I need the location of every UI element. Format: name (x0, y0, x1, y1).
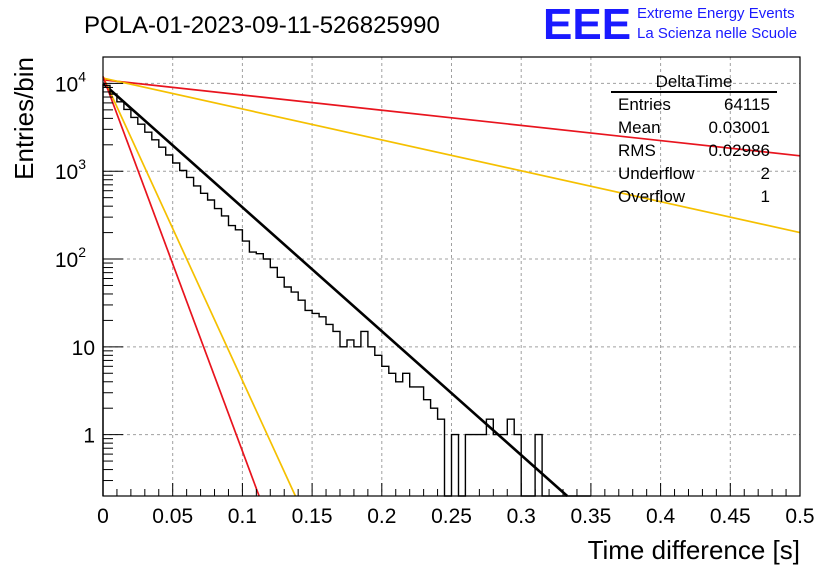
logo-letters: EEE (543, 0, 631, 49)
stats-box: DeltaTime Entries 64115 Mean 0.03001 RMS 0.02… (611, 72, 777, 206)
stats-title: DeltaTime (656, 72, 733, 91)
curve-3 (102, 76, 297, 497)
logo-line2: La Scienza nelle Scuole (637, 25, 797, 42)
chart-title: POLA-01-2023-09-11-526825990 (84, 12, 440, 39)
stats-value: 1 (761, 187, 770, 206)
curve-1 (102, 78, 801, 157)
y-axis-label: Entries/bin (9, 57, 39, 180)
stats-label: Overflow (618, 187, 686, 206)
stats-value: 64115 (724, 95, 770, 114)
x-tick-label: 0.15 (292, 505, 333, 528)
x-tick-label: 0.1 (228, 505, 257, 528)
grid-lines (103, 57, 800, 496)
x-axis-label: Time difference [s] (588, 535, 800, 565)
y-tick-label: 102 (55, 244, 86, 272)
x-tick-label: 0.05 (152, 505, 193, 528)
stats-label: RMS (618, 141, 656, 160)
stats-label: Mean (618, 118, 661, 137)
x-tick-label: 0.2 (367, 505, 396, 528)
y-tick-label: 1 (83, 425, 95, 448)
axis-ticks (102, 56, 801, 497)
x-tick-label: 0.25 (431, 505, 472, 528)
curve-4 (102, 76, 260, 497)
stats-value: 2 (761, 164, 770, 183)
stats-value: 0.03001 (709, 118, 770, 137)
fit-curves (102, 76, 801, 497)
eee-logo: EEE Extreme Energy Events La Scienza nel… (543, 0, 797, 49)
x-tick-label: 0.35 (570, 505, 611, 528)
y-tick-label: 103 (55, 156, 86, 184)
logo-line1: Extreme Energy Events (637, 5, 795, 22)
y-tick-label: 104 (55, 68, 86, 96)
stats-label: Entries (618, 95, 671, 114)
histogram (102, 84, 591, 497)
y-tick-label: 10 (72, 337, 95, 360)
stats-label: Underflow (618, 164, 695, 183)
x-tick-label: 0.3 (507, 505, 536, 528)
curve-2 (102, 77, 801, 234)
curve-0 (102, 82, 569, 497)
stats-value: 0.02986 (709, 141, 770, 160)
x-tick-label: 0 (97, 505, 109, 528)
x-tick-label: 0.4 (646, 505, 676, 528)
x-tick-label: 0.45 (710, 505, 751, 528)
x-tick-labels: 0 0.05 0.1 0.15 0.2 0.25 0.3 0.35 0.4 0.45 0.5 (97, 505, 814, 528)
x-tick-label: 0.5 (785, 505, 814, 528)
